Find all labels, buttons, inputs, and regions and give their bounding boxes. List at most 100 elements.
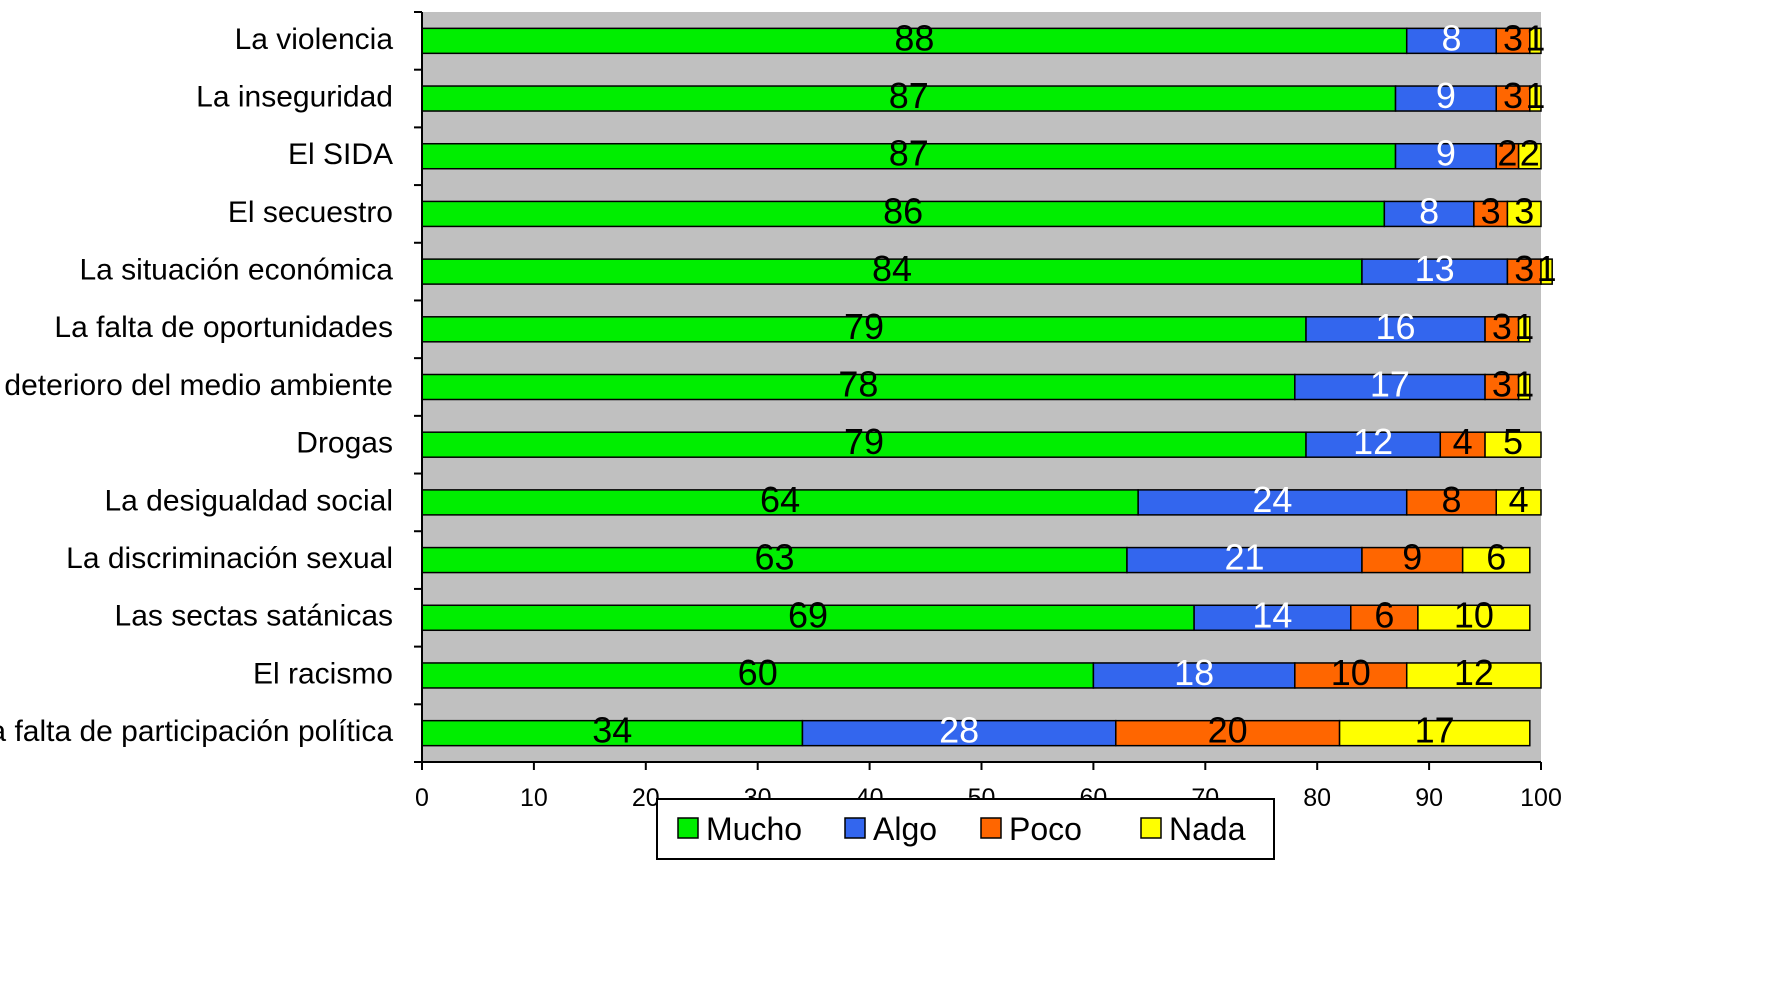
data-label-nada: 17	[1415, 710, 1455, 751]
bar-segment-nada	[1338, 719, 1531, 747]
data-label-mucho: 87	[889, 133, 929, 174]
data-label-algo: 9	[1436, 75, 1456, 116]
category-label: El SIDA	[288, 138, 393, 171]
bar-segment-algo	[1305, 431, 1442, 458]
data-label-nada: 1	[1537, 248, 1557, 289]
data-label-nada: 10	[1454, 594, 1494, 635]
data-label-algo: 14	[1252, 594, 1292, 635]
data-label-mucho: 63	[754, 537, 794, 578]
bar-segment-mucho	[421, 719, 804, 747]
data-label-poco: 4	[1453, 421, 1473, 462]
bar-segment-poco	[1473, 200, 1509, 228]
data-label-mucho: 79	[844, 421, 884, 462]
x-tick-label: 100	[1520, 784, 1562, 812]
legend: Mucho Algo Poco Nada	[656, 798, 1275, 860]
category-labels: La violencia La inseguridad El SIDA El secu…	[0, 23, 393, 748]
category-label: La falta de oportunidades	[54, 311, 393, 344]
data-label-algo: 8	[1419, 190, 1439, 231]
legend-label-mucho: Mucho	[706, 811, 802, 847]
data-label-mucho: 84	[872, 248, 912, 289]
bar-segment-nada	[1495, 489, 1542, 516]
bar-segment-mucho	[421, 316, 1307, 343]
data-label-poco: 3	[1514, 248, 1534, 289]
data-label-nada: 2	[1520, 133, 1540, 174]
bar-segment-mucho	[421, 546, 1128, 574]
category-label: Las sectas satánicas	[115, 600, 393, 633]
x-tick-label: 20	[632, 784, 660, 812]
data-label-mucho: 86	[883, 190, 923, 231]
bar-segment-nada	[1484, 431, 1542, 458]
data-label-algo: 17	[1370, 364, 1410, 405]
data-label-nada: 4	[1509, 479, 1529, 520]
bar-segment-poco	[1439, 431, 1486, 458]
bar-segment-algo	[1383, 200, 1475, 228]
data-label-algo: 9	[1436, 133, 1456, 174]
data-label-poco: 20	[1208, 710, 1248, 751]
data-label-algo: 8	[1441, 17, 1461, 58]
data-label-poco: 3	[1503, 17, 1523, 58]
data-label-nada: 6	[1486, 537, 1506, 578]
bar-segment-algo	[1394, 142, 1497, 170]
legend-swatch-mucho	[677, 817, 699, 839]
data-label-poco: 9	[1402, 537, 1422, 578]
bar-segment-algo	[1137, 489, 1408, 516]
data-label-algo: 21	[1224, 537, 1264, 578]
data-label-mucho: 69	[788, 594, 828, 635]
bar-segment-poco	[1506, 258, 1542, 285]
bar-segment-poco	[1484, 373, 1520, 401]
bar-segment-nada	[1417, 604, 1531, 632]
bar-segment-algo	[1405, 27, 1497, 55]
bar-segment-mucho	[421, 662, 1095, 689]
data-labels: 88 8 3 187 9 3 187 9 2 286 8 3 384 13 3 179 16 3 178 17 3 179…	[592, 17, 1556, 750]
bar-segment-poco	[1350, 604, 1419, 632]
legend-label-poco: Poco	[1009, 811, 1082, 847]
data-label-mucho: 60	[738, 652, 778, 693]
data-label-nada: 1	[1514, 364, 1534, 405]
category-label: El deterioro del medio ambiente	[0, 369, 393, 402]
data-label-poco: 10	[1331, 652, 1371, 693]
category-label: La falta de participación política	[0, 715, 393, 748]
bar-segment-mucho	[421, 85, 1397, 112]
data-label-algo: 24	[1252, 479, 1292, 520]
bar-segment-nada	[1506, 200, 1542, 228]
data-label-nada: 12	[1454, 652, 1494, 693]
x-tick-label: 90	[1415, 784, 1443, 812]
x-tick-label: 10	[520, 784, 548, 812]
legend-swatch-algo	[844, 817, 866, 839]
bar-segment-algo	[801, 719, 1117, 747]
x-tick-label: 80	[1303, 784, 1331, 812]
data-label-poco: 3	[1492, 306, 1512, 347]
legend-label-algo: Algo	[873, 811, 937, 847]
data-label-nada: 1	[1525, 17, 1545, 58]
bar-segment-algo	[1294, 373, 1486, 401]
data-label-algo: 18	[1174, 652, 1214, 693]
category-label: El secuestro	[228, 196, 393, 229]
bar-segment-mucho	[421, 258, 1363, 285]
bar-segment-nada	[1517, 142, 1542, 170]
bar-segment-poco	[1484, 316, 1520, 343]
data-label-poco: 3	[1503, 75, 1523, 116]
data-label-mucho: 34	[592, 710, 632, 751]
data-label-mucho: 79	[844, 306, 884, 347]
data-label-algo: 12	[1353, 421, 1393, 462]
bar-segment-nada	[1461, 546, 1531, 574]
legend-swatch-nada	[1140, 817, 1162, 839]
bar-segment-mucho	[421, 27, 1408, 55]
bar-segment-nada	[1529, 85, 1542, 112]
data-label-nada: 1	[1514, 306, 1534, 347]
legend-box	[656, 798, 1275, 860]
data-label-mucho: 87	[889, 75, 929, 116]
bar-segment-algo	[1126, 546, 1363, 574]
bar-segment-nada	[1405, 662, 1542, 689]
y-axis-ticks	[414, 11, 422, 763]
data-label-mucho: 88	[894, 17, 934, 58]
bars	[421, 27, 1553, 747]
category-label: La desigualdad social	[104, 484, 393, 517]
bar-segment-mucho	[421, 373, 1296, 401]
bar-segment-poco	[1115, 719, 1341, 747]
category-label: El racismo	[253, 657, 393, 690]
bar-segment-poco	[1495, 85, 1531, 112]
legend-label-nada: Nada	[1169, 811, 1246, 847]
bar-segment-poco	[1495, 27, 1531, 55]
